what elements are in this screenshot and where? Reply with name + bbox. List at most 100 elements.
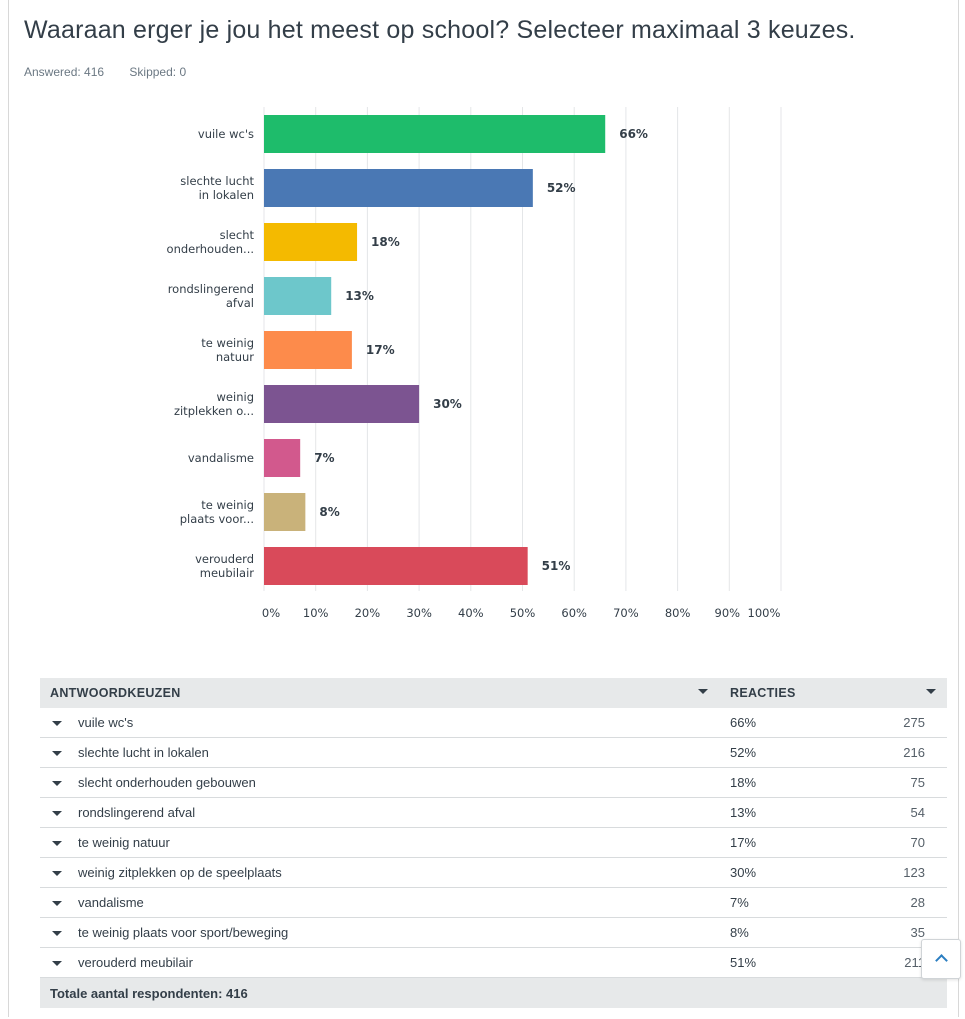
response-percent: 17%: [730, 835, 757, 850]
table-row[interactable]: verouderd meubilair 51% 211: [40, 948, 947, 978]
caret-down-icon[interactable]: [52, 931, 62, 936]
category-label-line: vandalisme: [188, 451, 254, 465]
table-row[interactable]: te weinig natuur 17% 70: [40, 828, 947, 858]
value-label: 18%: [371, 235, 400, 249]
table-footer: Totale aantal respondenten: 416: [40, 978, 947, 1008]
x-tick-label: 30%: [406, 606, 432, 620]
category-label-line: natuur: [216, 350, 254, 364]
table-row[interactable]: rondslingerend afval 13% 54: [40, 798, 947, 828]
response-stats: Answered: 416 Skipped: 0: [24, 65, 208, 79]
table-row[interactable]: te weinig plaats voor sport/beweging 8% 35: [40, 918, 947, 948]
bar: [264, 493, 306, 531]
response-count: 54: [910, 805, 925, 820]
category-label-line: afval: [226, 296, 254, 310]
bar: [264, 439, 301, 477]
answer-label: slechte lucht in lokalen: [78, 745, 209, 760]
answer-label: slecht onderhouden gebouwen: [78, 775, 256, 790]
bar: [264, 331, 352, 369]
x-tick-label: 10%: [303, 606, 329, 620]
response-count: 216: [903, 745, 925, 760]
x-tick-label: 90%: [715, 606, 741, 620]
response-percent: 66%: [730, 715, 757, 730]
category-label: te weinig plaats voor...: [180, 498, 254, 526]
total-respondents: Totale aantal respondenten: 416: [50, 986, 248, 1001]
question-title: Waaraan erger je jou het meest op school…: [24, 16, 856, 44]
caret-down-icon[interactable]: [926, 689, 936, 694]
x-tick-label: 40%: [458, 606, 484, 620]
response-percent: 30%: [730, 865, 757, 880]
response-count: 35: [910, 925, 925, 940]
caret-down-icon[interactable]: [52, 811, 62, 816]
caret-down-icon[interactable]: [52, 751, 62, 756]
value-label: 66%: [619, 127, 648, 141]
category-label-line: onderhouden...: [167, 242, 254, 256]
skipped-count: Skipped: 0: [129, 65, 187, 79]
response-percent: 8%: [730, 925, 749, 940]
category-label-line: zitplekken o...: [174, 404, 254, 418]
category-label-line: weinig: [217, 390, 254, 404]
category-label-line: verouderd: [195, 552, 254, 566]
response-percent: 18%: [730, 775, 757, 790]
table-row[interactable]: weinig zitplekken op de speelplaats 30% 12…: [40, 858, 947, 888]
answer-label: rondslingerend afval: [78, 805, 196, 820]
caret-down-icon[interactable]: [698, 689, 708, 694]
answered-count: Answered: 416: [24, 65, 105, 79]
response-count: 211: [904, 955, 925, 970]
value-label: 17%: [366, 343, 395, 357]
bar: [264, 223, 358, 261]
response-percent: 51%: [730, 955, 757, 970]
responses-table: ANTWOORDKEUZEN REACTIES vuile wc's 66% 275…: [40, 678, 947, 1008]
category-label-line: plaats voor...: [180, 512, 254, 526]
table-row[interactable]: vuile wc's 66% 275: [40, 708, 947, 738]
category-label: verouderd meubilair: [195, 552, 254, 580]
table-body: vuile wc's 66% 275 slechte lucht in lokalen…: [40, 708, 947, 978]
category-label: vuile wc's: [198, 127, 254, 141]
answer-label: verouderd meubilair: [78, 955, 193, 970]
response-count: 70: [910, 835, 925, 850]
value-label: 13%: [345, 289, 374, 303]
answer-label: vandalisme: [78, 895, 144, 910]
bar: [264, 547, 528, 585]
caret-down-icon[interactable]: [52, 871, 62, 876]
column-header-answer[interactable]: ANTWOORDKEUZEN: [50, 686, 181, 700]
response-percent: 13%: [730, 805, 757, 820]
bar: [264, 115, 606, 153]
caret-down-icon[interactable]: [52, 841, 62, 846]
value-label: 52%: [547, 181, 576, 195]
category-label: te weinig natuur: [201, 336, 254, 364]
category-label-line: te weinig: [201, 336, 254, 350]
answer-label: te weinig natuur: [78, 835, 170, 850]
category-label: vandalisme: [188, 451, 254, 465]
scroll-to-top-button[interactable]: [921, 939, 961, 979]
category-label-line: meubilair: [200, 566, 254, 580]
response-count: 275: [903, 715, 925, 730]
caret-down-icon[interactable]: [52, 721, 62, 726]
caret-down-icon[interactable]: [52, 961, 62, 966]
category-label-line: vuile wc's: [198, 127, 254, 141]
x-tick-label: 0%: [262, 606, 280, 620]
category-label: weinig zitplekken o...: [174, 390, 254, 418]
x-tick-label: 20%: [355, 606, 381, 620]
value-label: 30%: [433, 397, 462, 411]
question-panel: [8, 0, 959, 1017]
category-label: slechte lucht in lokalen: [180, 174, 254, 202]
table-row[interactable]: slecht onderhouden gebouwen 18% 75: [40, 768, 947, 798]
response-count: 75: [910, 775, 925, 790]
bar-chart: 66% vuile wc's 52% slechte lucht in lokalen 1…: [167, 107, 782, 620]
table-row[interactable]: vandalisme 7% 28: [40, 888, 947, 918]
response-percent: 52%: [730, 745, 757, 760]
caret-down-icon[interactable]: [52, 781, 62, 786]
x-tick-label: 80%: [665, 606, 691, 620]
x-tick-label: 100%: [748, 606, 781, 620]
x-tick-label: 60%: [561, 606, 587, 620]
x-tick-label: 50%: [510, 606, 536, 620]
bar: [264, 385, 420, 423]
bar: [264, 277, 332, 315]
response-percent: 7%: [730, 895, 749, 910]
column-header-responses[interactable]: REACTIES: [730, 686, 796, 700]
answer-label: vuile wc's: [78, 715, 134, 730]
category-label-line: te weinig: [201, 498, 254, 512]
caret-down-icon[interactable]: [52, 901, 62, 906]
response-count: 28: [910, 895, 925, 910]
table-row[interactable]: slechte lucht in lokalen 52% 216: [40, 738, 947, 768]
